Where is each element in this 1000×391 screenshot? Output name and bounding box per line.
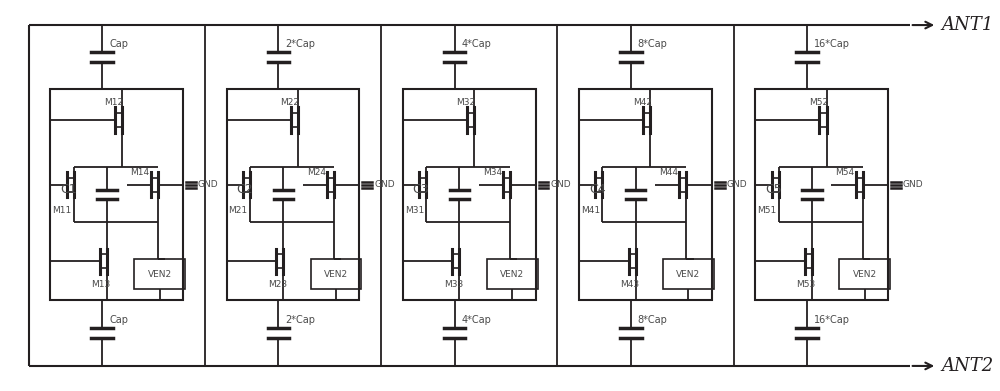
Text: GND: GND xyxy=(727,180,747,189)
Text: ANT1: ANT1 xyxy=(941,16,993,34)
Text: 4*Cap: 4*Cap xyxy=(461,39,491,49)
Text: VEN2: VEN2 xyxy=(853,270,877,279)
Bar xyxy=(311,260,361,289)
Bar xyxy=(579,88,712,301)
Text: M31: M31 xyxy=(405,206,424,215)
Text: VEN2: VEN2 xyxy=(324,270,348,279)
Text: 16*Cap: 16*Cap xyxy=(814,39,850,49)
Text: ANT2: ANT2 xyxy=(941,357,993,375)
Text: M24: M24 xyxy=(307,168,326,177)
Text: M42: M42 xyxy=(633,98,652,107)
Text: Cap: Cap xyxy=(109,39,128,49)
Text: M53: M53 xyxy=(796,280,816,289)
Text: M34: M34 xyxy=(483,168,502,177)
Bar xyxy=(663,260,714,289)
Text: M12: M12 xyxy=(104,98,123,107)
Text: M22: M22 xyxy=(280,98,299,107)
Bar xyxy=(50,88,183,301)
Text: M23: M23 xyxy=(268,280,287,289)
Text: GND: GND xyxy=(903,180,923,189)
Bar xyxy=(403,88,536,301)
Text: C5: C5 xyxy=(765,183,782,196)
Text: GND: GND xyxy=(550,180,571,189)
Text: M41: M41 xyxy=(581,206,600,215)
Bar xyxy=(839,260,890,289)
Text: Cap: Cap xyxy=(109,316,128,325)
Text: 8*Cap: 8*Cap xyxy=(638,39,668,49)
Text: 2*Cap: 2*Cap xyxy=(285,39,315,49)
Text: M52: M52 xyxy=(809,98,828,107)
Text: M14: M14 xyxy=(131,168,150,177)
Text: 4*Cap: 4*Cap xyxy=(461,316,491,325)
Bar xyxy=(134,260,185,289)
Text: VEN2: VEN2 xyxy=(500,270,524,279)
Text: M51: M51 xyxy=(757,206,776,215)
Text: VEN2: VEN2 xyxy=(148,270,172,279)
Text: 16*Cap: 16*Cap xyxy=(814,316,850,325)
Text: M54: M54 xyxy=(835,168,854,177)
Text: M44: M44 xyxy=(659,168,678,177)
Text: 2*Cap: 2*Cap xyxy=(285,316,315,325)
Text: M13: M13 xyxy=(91,280,111,289)
Text: 8*Cap: 8*Cap xyxy=(638,316,668,325)
Text: VEN2: VEN2 xyxy=(676,270,700,279)
Bar xyxy=(487,260,538,289)
Text: C4: C4 xyxy=(589,183,605,196)
Text: C1: C1 xyxy=(60,183,77,196)
Text: M11: M11 xyxy=(52,206,72,215)
Text: M43: M43 xyxy=(620,280,639,289)
Text: M21: M21 xyxy=(229,206,248,215)
Text: GND: GND xyxy=(198,180,219,189)
Text: C2: C2 xyxy=(236,183,253,196)
Text: M32: M32 xyxy=(457,98,476,107)
Text: M33: M33 xyxy=(444,280,463,289)
Text: C3: C3 xyxy=(413,183,429,196)
Bar xyxy=(755,88,888,301)
Bar xyxy=(227,88,359,301)
Text: GND: GND xyxy=(374,180,395,189)
